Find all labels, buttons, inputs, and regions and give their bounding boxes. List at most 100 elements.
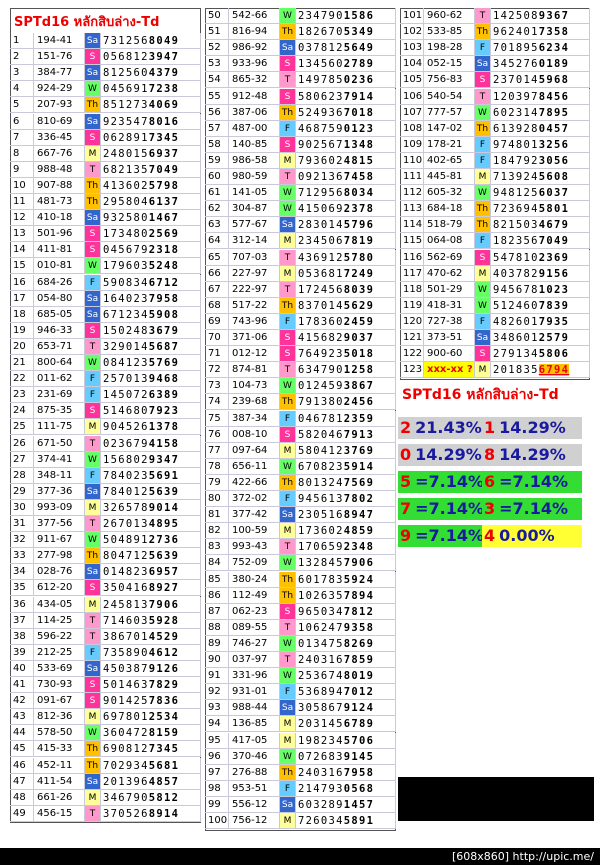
digits-plain: 230516 (298, 509, 344, 522)
digits-bold: 6789 (343, 718, 375, 731)
digits-bold: 2348 (343, 541, 375, 554)
pair-code: 422-66 (229, 474, 280, 491)
digits-plain: 182356 (493, 235, 539, 248)
row-number: 34 (10, 564, 34, 581)
day: F (475, 136, 491, 153)
digits: 3290145687 (101, 338, 201, 355)
row-number: 83 (205, 539, 229, 556)
row-number: 25 (10, 419, 34, 436)
digits: 2480156937 (101, 145, 201, 162)
digits-plain: 201835 (493, 364, 539, 377)
row-number: 19 (10, 322, 34, 339)
pair-code: 052-15 (424, 56, 475, 73)
pair-code: 384-77 (34, 65, 85, 82)
day: F (280, 780, 296, 797)
pair-code: 370-46 (229, 748, 280, 765)
row-number: 57 (205, 120, 229, 137)
row-number: 123 (400, 362, 424, 379)
pair-code: 227-97 (229, 265, 280, 282)
day: W (85, 258, 101, 275)
day: S (280, 88, 296, 105)
digits-plain: 735890 (103, 646, 149, 659)
digits: 5806237914 (296, 88, 396, 105)
day: F (280, 684, 296, 701)
row-number: 14 (10, 242, 34, 259)
row-number: 52 (205, 40, 229, 57)
day: F (280, 120, 296, 137)
digits-bold: 4379 (148, 67, 180, 80)
pair-code: 730-93 (34, 677, 85, 693)
pair-code: 417-05 (229, 732, 280, 749)
digits: 9456137802 (296, 491, 396, 507)
pair-code: 402-65 (424, 152, 475, 169)
digits-plain: 904526 (103, 421, 149, 434)
digits-bold: 4815 (343, 154, 375, 167)
digits-plain: 053681 (298, 267, 344, 280)
digits: 9650347812 (296, 603, 396, 620)
digits-bold: 5691 (148, 469, 180, 482)
pair-code: 812-36 (34, 709, 85, 726)
pair-code: 946-33 (34, 322, 85, 339)
digits-bold: 1023 (538, 283, 570, 296)
day: Sa (85, 210, 101, 227)
day: F (475, 233, 491, 250)
digits: 1982345706 (296, 732, 396, 749)
digits-plain: 149785 (298, 74, 344, 87)
digits-plain: 731256 (103, 35, 149, 47)
pair-code: 667-76 (34, 145, 85, 162)
day: W (475, 297, 491, 314)
day: Th (280, 394, 296, 411)
digits-bold: 7819 (343, 235, 375, 248)
digits-plain: 156802 (103, 453, 149, 466)
digits: 8013247569 (296, 474, 396, 491)
digits-plain: 305867 (298, 702, 344, 715)
digits: 9456781023 (491, 281, 590, 298)
digits: 7840235691 (101, 467, 201, 484)
day: S (280, 56, 296, 73)
row-number: 44 (10, 725, 34, 742)
digits-bold: 5908 (148, 308, 180, 321)
digits: 7146035928 (101, 612, 201, 629)
pair-code: 194-41 (34, 33, 85, 49)
row-number: 117 (400, 265, 424, 282)
day: F (85, 467, 101, 484)
row-number: 114 (400, 217, 424, 234)
row-number: 24 (10, 403, 34, 420)
row-number: 1 (10, 33, 34, 49)
digits-plain: 023679 (103, 437, 149, 450)
row-number: 97 (205, 764, 229, 781)
row-number: 77 (205, 442, 229, 459)
day: S (85, 49, 101, 66)
row-number: 74 (205, 394, 229, 411)
digits-plain: 501463 (103, 679, 149, 691)
pair-code: 777-57 (424, 104, 475, 121)
row-number: 109 (400, 136, 424, 153)
digits-bold: 1378 (148, 421, 180, 434)
digits-plain: 283014 (298, 219, 344, 232)
row-number: 16 (10, 274, 34, 291)
pair-code: 010-81 (34, 258, 85, 275)
digits: 2670134895 (101, 516, 201, 532)
row-number: 104 (400, 56, 424, 73)
digits-plain: 764923 (298, 348, 344, 361)
digits-bold: 7894 (343, 589, 375, 602)
digits: 4136025798 (101, 177, 201, 194)
digits-plain: 214793 (298, 782, 344, 795)
row-number: 2 (10, 49, 34, 66)
pair-code: 556-12 (229, 796, 280, 813)
digits: 6347901258 (296, 362, 396, 379)
digits: 3867014529 (101, 628, 201, 645)
digits-bold: 7018 (343, 106, 375, 119)
pair-code: 198-28 (424, 40, 475, 57)
digits: 3058679124 (296, 700, 396, 717)
pair-code: 752-09 (229, 555, 280, 572)
pair-code: 993-43 (229, 539, 280, 556)
row-number: 105 (400, 72, 424, 89)
pair-code: 377-36 (34, 483, 85, 500)
row-number: 103 (400, 40, 424, 57)
pair-code: 756-12 (229, 813, 280, 829)
row-number: 75 (205, 410, 229, 427)
pair-code: 481-73 (34, 194, 85, 210)
day: S (85, 580, 101, 597)
digits: 2018356794 (491, 362, 590, 379)
